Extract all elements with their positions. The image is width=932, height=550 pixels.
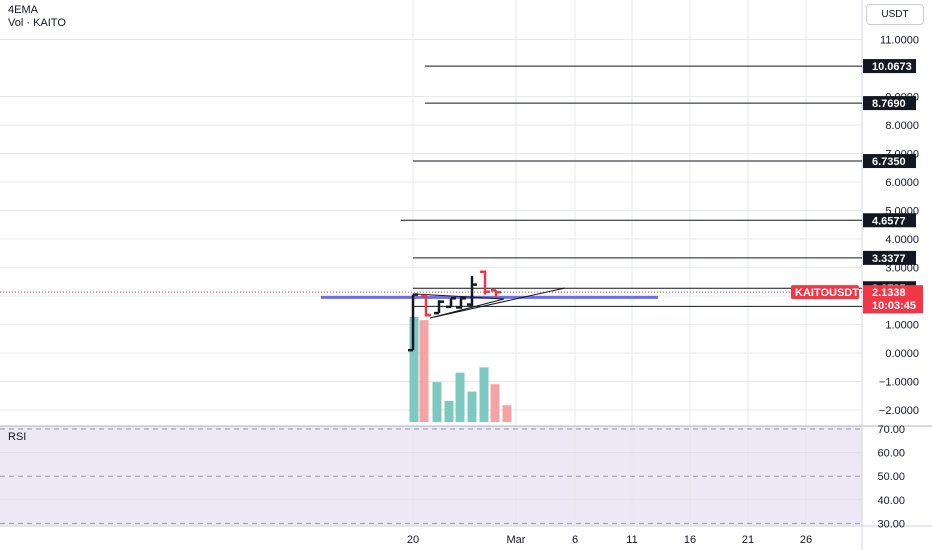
price-tick-label: 4.0000 xyxy=(885,234,919,246)
price-tick-label: 1.0000 xyxy=(885,320,919,332)
indicator-legend-ema[interactable]: 4EMA xyxy=(8,4,38,16)
rsi-grid xyxy=(0,428,862,524)
price-tick-label: 8.0000 xyxy=(885,120,919,132)
time-tick-label: 11 xyxy=(626,534,637,546)
price-tick-label: 0.0000 xyxy=(885,348,919,360)
price-tick-label: 6.0000 xyxy=(885,177,919,189)
time-tick-label: 6 xyxy=(572,534,578,546)
rsi-pane-background xyxy=(0,426,862,526)
level-tag xyxy=(863,59,916,74)
volume-bar xyxy=(444,401,454,422)
time-axis: 20 Mar 6 11 16 21 26 xyxy=(407,534,812,546)
rsi-tick-label: 30.00 xyxy=(877,518,905,530)
symbol-tag-label: KAITOUSDT xyxy=(795,287,859,299)
price-tick-label: −1.0000 xyxy=(879,377,919,389)
level-tag-label: 6.7350 xyxy=(872,156,906,168)
level-tag-label: 3.3377 xyxy=(872,253,906,265)
price-tick-label: 3.0000 xyxy=(885,263,919,275)
drawings xyxy=(321,287,658,319)
volume-bar xyxy=(419,320,429,422)
level-tag-label: 4.6577 xyxy=(872,215,906,227)
rsi-axis: 70.00 60.00 50.00 40.00 30.00 xyxy=(877,424,905,530)
volume-bar xyxy=(455,372,465,422)
volume-bar xyxy=(432,382,442,422)
rsi-tick-label: 70.00 xyxy=(877,424,905,436)
indicator-legend-volume[interactable]: Vol · KAITO xyxy=(8,17,66,29)
time-tick-label: 21 xyxy=(742,534,754,546)
time-tick-label: Mar xyxy=(507,534,526,546)
level-tag xyxy=(863,213,916,228)
volume-bar xyxy=(409,317,419,422)
level-tag xyxy=(863,250,916,265)
time-tick-label: 20 xyxy=(407,534,419,546)
level-tag-label: 8.7690 xyxy=(872,98,906,110)
symbol-tag xyxy=(791,285,859,300)
countdown-label: 10:03:45 xyxy=(872,300,916,312)
rsi-pane-label[interactable]: RSI xyxy=(8,431,27,443)
volume-bars xyxy=(409,317,512,422)
current-price-tag xyxy=(863,285,923,314)
time-tick-label: 16 xyxy=(684,534,696,546)
rsi-tick-label: 50.00 xyxy=(877,471,905,483)
level-tag-label: 10.0673 xyxy=(872,61,912,73)
candlestick-series xyxy=(408,270,501,352)
price-tags: 10.06738.76906.73504.65773.33772.27251.6… xyxy=(791,59,923,314)
volume-bar xyxy=(490,384,500,422)
current-price-label: 2.1338 xyxy=(872,287,906,299)
currency-selector-button[interactable]: USDT xyxy=(866,4,924,25)
rsi-tick-label: 40.00 xyxy=(877,495,905,507)
price-tick-label: −2.0000 xyxy=(879,405,919,417)
rsi-tick-label: 60.00 xyxy=(877,448,905,460)
triangle-pattern xyxy=(415,287,566,319)
price-tick-label: 11.0000 xyxy=(880,35,919,47)
volume-bar xyxy=(467,391,477,422)
time-tick-label: 26 xyxy=(800,534,812,546)
horizontal-levels xyxy=(0,65,862,307)
level-tag xyxy=(863,96,916,111)
level-tag xyxy=(863,154,916,169)
volume-bar xyxy=(502,405,512,422)
volume-bar xyxy=(479,367,489,422)
